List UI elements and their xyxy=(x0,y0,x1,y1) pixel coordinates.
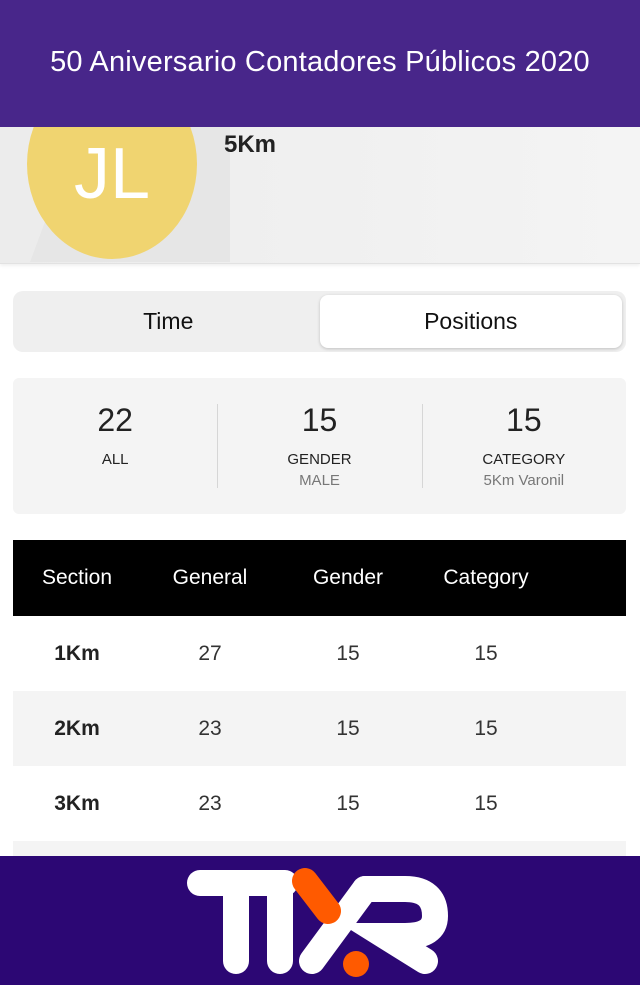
stat-category: 15 CATEGORY 5Km Varonil xyxy=(421,378,626,514)
stat-sub: MALE xyxy=(299,472,340,489)
stat-gender: 15 GENDER MALE xyxy=(217,378,421,514)
app-header: 50 Aniversario Contadores Públicos 2020 xyxy=(0,0,640,127)
table-row: 1Km 27 15 15 xyxy=(13,616,626,691)
column-header: Section xyxy=(41,566,113,589)
race-distance: 5Km xyxy=(224,131,277,158)
tyr-logo xyxy=(187,867,449,977)
event-title: 50 Aniversario Contadores Públicos 2020 xyxy=(50,46,590,78)
tab-time[interactable]: Time xyxy=(143,308,194,334)
table-header: Section General Gender Category xyxy=(13,540,626,616)
cell: 23 xyxy=(198,716,222,740)
stat-value: 15 xyxy=(301,402,338,438)
stat-all: 22 ALL xyxy=(13,378,217,514)
cell: 1Km xyxy=(54,641,100,665)
avatar-initials: JL xyxy=(73,134,151,214)
cell: 15 xyxy=(474,716,498,740)
cell: 15 xyxy=(336,716,360,740)
stat-label: GENDER xyxy=(287,451,352,468)
stat-label: ALL xyxy=(101,451,129,468)
cell: 2Km xyxy=(54,716,100,740)
stat-value: 15 xyxy=(506,402,542,438)
cell: 27 xyxy=(198,641,222,665)
cell: 15 xyxy=(474,791,498,815)
stat-value: 22 xyxy=(97,402,133,438)
cell: 23 xyxy=(198,791,222,815)
cell: 15 xyxy=(474,641,498,665)
cell: 3Km xyxy=(54,791,100,815)
cell: 15 xyxy=(336,791,360,815)
footer-brand xyxy=(0,856,640,985)
column-header: General xyxy=(172,566,248,589)
cell: 15 xyxy=(336,641,360,665)
view-toggle: Time Positions xyxy=(13,291,626,352)
table-row: 2Km 23 15 15 xyxy=(13,691,626,766)
tab-positions[interactable]: Positions xyxy=(319,295,622,348)
stat-label: CATEGORY xyxy=(482,451,566,468)
stat-sub: 5Km Varonil xyxy=(483,472,565,489)
column-header: Category xyxy=(443,566,529,589)
runner-profile: JL 5Km xyxy=(0,127,640,264)
table-row: 3Km 23 15 15 xyxy=(13,766,626,841)
column-header: Gender xyxy=(312,566,384,589)
position-summary: 22 ALL 15 GENDER MALE 15 CATEGORY 5Km Va… xyxy=(13,378,626,514)
